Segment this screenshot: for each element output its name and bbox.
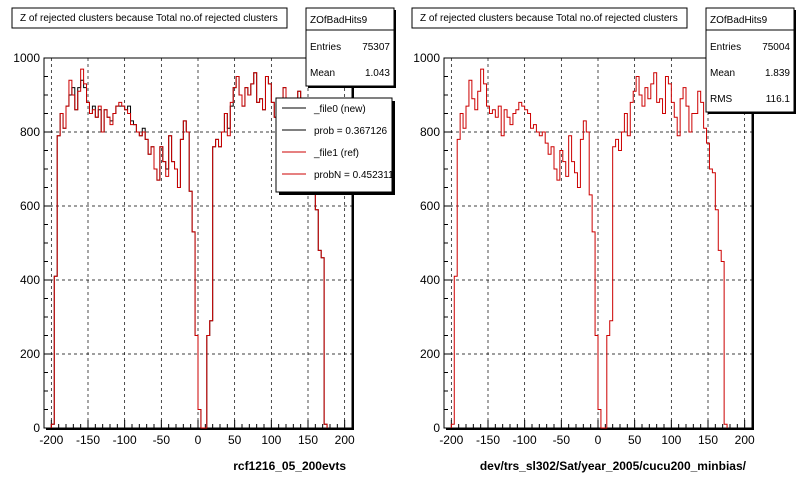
y-tick-label: 200 (20, 347, 40, 361)
stats-box (705, 7, 795, 113)
y-tick-label: 600 (420, 199, 440, 213)
x-tick-label: 0 (195, 433, 202, 447)
stats-box (305, 7, 395, 87)
legend-entry: probN = 0.452311 (314, 170, 394, 181)
stats-row-value: 1.043 (365, 68, 390, 79)
legend-entry: prob = 0.367126 (314, 126, 388, 137)
x-tick-label: 200 (735, 433, 755, 447)
stats-row-label: Mean (710, 68, 735, 79)
x-tick-label: 0 (595, 433, 602, 447)
stats-row-label: Entries (310, 42, 341, 53)
x-tick-label: -100 (113, 433, 137, 447)
x-tick-label: -200 (439, 433, 463, 447)
y-tick-label: 0 (433, 421, 440, 435)
x-tick-label: 200 (335, 433, 355, 447)
x-tick-label: 50 (628, 433, 642, 447)
stats-row-value: 1.839 (765, 68, 790, 79)
histogram-line (450, 68, 728, 429)
right-histogram-panel: Z of rejected clusters because Total no.… (411, 7, 796, 473)
x-tick-label: 50 (228, 433, 242, 447)
x-tick-label: 150 (698, 433, 718, 447)
y-tick-label: 400 (20, 273, 40, 287)
stats-name: ZOfBadHits9 (310, 15, 368, 26)
x-tick-label: 100 (261, 433, 281, 447)
x-tick-label: 100 (661, 433, 681, 447)
x-axis-label: rcf1216_05_200evts (233, 459, 346, 473)
legend-entry: _file0 (new) (313, 104, 366, 115)
legend-box (275, 97, 393, 193)
stats-name: ZOfBadHits9 (710, 15, 768, 26)
y-tick-label: 800 (420, 125, 440, 139)
x-tick-label: -150 (476, 433, 500, 447)
y-tick-label: 400 (420, 273, 440, 287)
stats-row-label: Entries (710, 42, 741, 53)
x-tick-label: -150 (76, 433, 100, 447)
y-tick-label: 800 (20, 125, 40, 139)
right-title-box (411, 7, 688, 29)
legend-entry: _file1 (ref) (313, 148, 359, 159)
x-tick-label: -50 (153, 433, 171, 447)
stats-row-value: 75004 (762, 42, 790, 53)
x-tick-label: -200 (39, 433, 63, 447)
y-tick-label: 600 (20, 199, 40, 213)
x-axis-label: dev/trs_sl302/Sat/year_2005/cucu200_minb… (480, 459, 747, 473)
left-histogram-panel: Z of rejected clusters because Total no.… (11, 7, 396, 473)
right-title: Z of rejected clusters because Total no.… (420, 13, 678, 24)
left-title: Z of rejected clusters because Total no.… (20, 13, 278, 24)
x-tick-label: -50 (553, 433, 571, 447)
y-tick-label: 200 (420, 347, 440, 361)
x-tick-label: 150 (298, 433, 318, 447)
stats-row-value: 75307 (362, 42, 390, 53)
left-title-box (11, 7, 288, 29)
y-tick-label: 1000 (413, 51, 440, 65)
x-tick-label: -100 (513, 433, 537, 447)
stats-row-label: Mean (310, 68, 335, 79)
y-tick-label: 1000 (13, 51, 40, 65)
stats-row-value: 116.1 (766, 94, 791, 105)
y-tick-label: 0 (33, 421, 40, 435)
stats-row-label: RMS (710, 94, 733, 105)
